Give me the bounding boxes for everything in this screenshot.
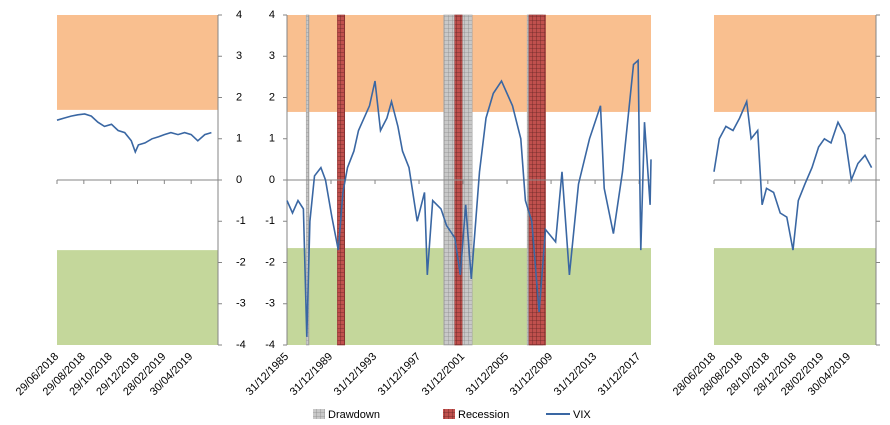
y-tick-label: 2 [269,91,275,103]
series-line [713,98,873,251]
band [714,248,876,345]
band [57,15,218,110]
y-tick-label: 0 [269,174,275,186]
y-tick-label: -4 [265,339,275,351]
band [57,250,218,345]
y-tick-label: 1 [236,133,242,145]
legend-label: VIX [573,409,591,421]
x-tick-label: 31/12/1993 [332,351,379,398]
legend-label: Drawdown [328,409,380,421]
panel: -4-3-2-10123431/12/198531/12/198931/12/1… [244,9,652,398]
y-tick-label: 3 [236,50,242,62]
y-tick-label: 4 [236,9,242,21]
y-tick-label: -1 [265,215,275,227]
legend-swatch [313,409,325,419]
y-tick-label: -4 [236,339,246,351]
series-line [286,58,652,337]
x-tick-label: 31/12/2017 [596,351,643,398]
legend-swatch [443,409,455,419]
panel: -4-3-2-10123429/06/201829/08/201829/10/2… [14,9,246,398]
band [714,15,876,112]
y-tick-label: -2 [265,256,275,268]
x-tick-label: 31/12/1997 [376,351,423,398]
y-tick-label: -2 [236,256,246,268]
y-tick-label: 2 [236,91,242,103]
x-tick-label: 31/12/2001 [420,351,467,398]
y-tick-label: -3 [236,298,246,310]
x-tick-label: 31/12/1985 [244,351,291,398]
y-tick-label: 3 [269,50,275,62]
x-tick-label: 31/12/1989 [288,351,335,398]
x-tick-label: 31/12/2005 [464,351,511,398]
legend: Drawdown Recession VIX [313,409,591,421]
series-line [56,113,212,155]
x-tick-label: 31/12/2009 [508,351,555,398]
legend-label: Recession [458,409,509,421]
y-tick-label: 0 [236,174,242,186]
panel: -4-3-2-10123428/06/201828/08/201828/10/2… [671,14,880,398]
y-tick-label: 4 [269,9,275,21]
y-tick-label: -1 [236,215,246,227]
y-tick-label: -3 [265,298,275,310]
x-tick-label: 31/12/2013 [552,351,599,398]
y-tick-label: 1 [269,133,275,145]
